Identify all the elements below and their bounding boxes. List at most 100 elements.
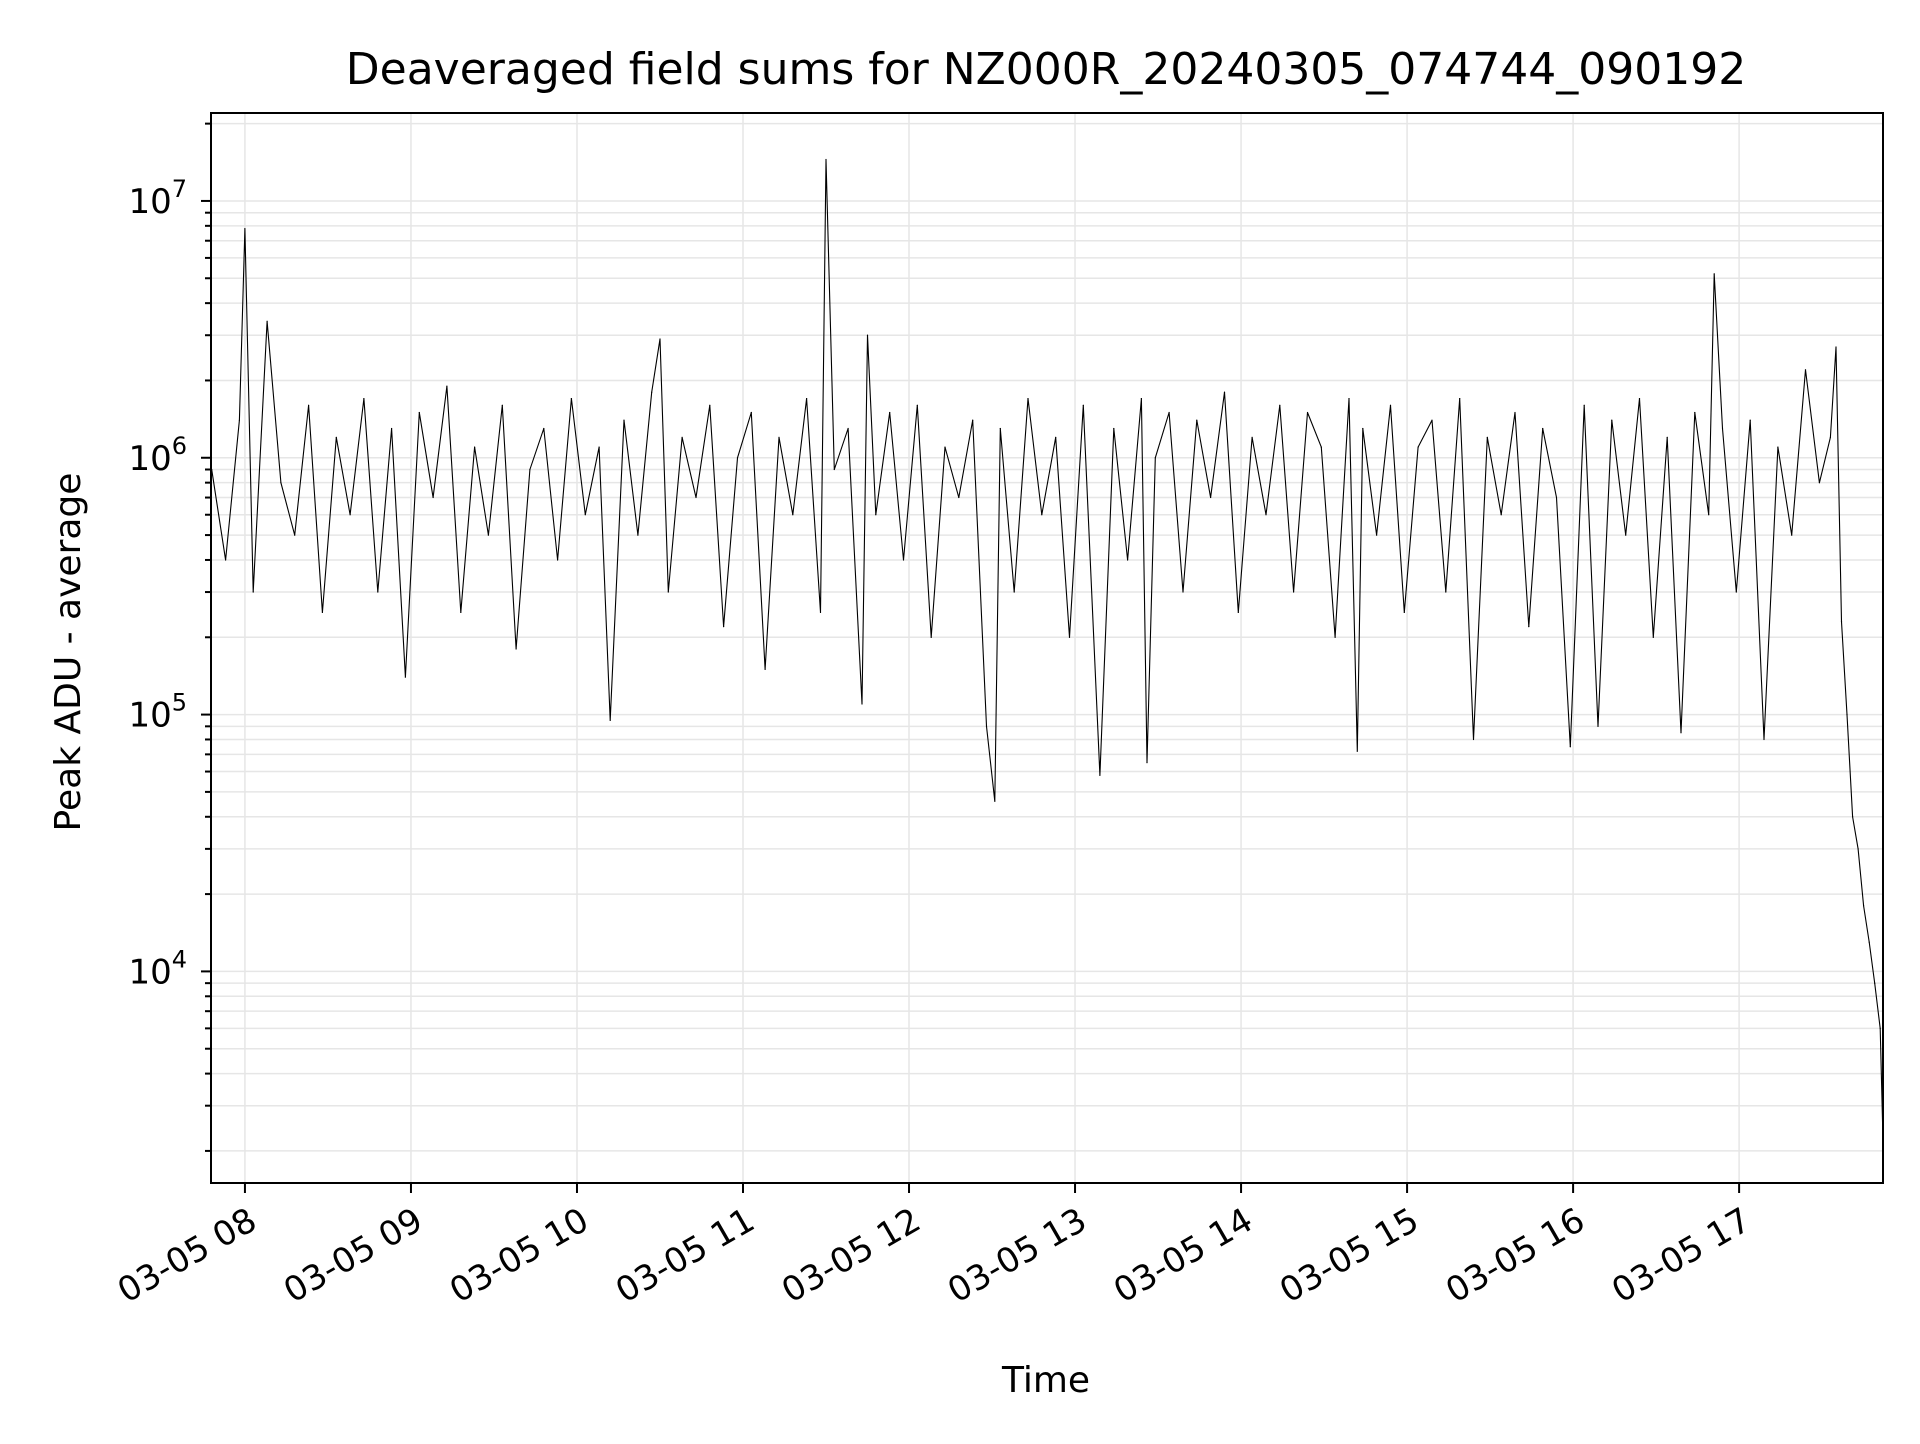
data-point	[1597, 725, 1599, 727]
data-point	[819, 611, 822, 614]
data-point	[1835, 346, 1837, 348]
data-point	[1713, 273, 1715, 275]
grid-layer	[211, 113, 1883, 1183]
data-point	[1852, 816, 1854, 818]
data-point	[1417, 446, 1419, 448]
data-point	[1237, 611, 1239, 614]
data-point	[1362, 427, 1364, 430]
data-point	[1293, 591, 1295, 593]
data-point	[1334, 636, 1336, 638]
data-point	[460, 611, 462, 614]
data-point	[1182, 591, 1184, 593]
data-point	[280, 482, 282, 484]
data-point	[584, 514, 586, 516]
data-point	[294, 534, 296, 536]
series-line	[211, 158, 1884, 1141]
data-point	[1068, 636, 1071, 638]
data-point	[902, 559, 905, 561]
data-point	[363, 398, 365, 400]
y-tick-label: 106	[128, 432, 187, 479]
data-point	[1804, 369, 1807, 371]
data-point	[543, 427, 545, 430]
y-tick-label: 107	[128, 175, 187, 222]
data-point	[944, 446, 946, 448]
data-point	[806, 398, 808, 400]
data-point	[1874, 982, 1876, 984]
data-point	[1486, 436, 1488, 438]
data-point	[1680, 732, 1682, 734]
data-point	[1652, 636, 1654, 638]
data-point	[930, 636, 932, 638]
data-point	[501, 404, 503, 406]
data-point	[308, 404, 310, 406]
data-point	[570, 398, 573, 400]
data-point	[1127, 559, 1129, 561]
data-point	[225, 559, 227, 561]
data-point	[377, 591, 379, 593]
data-point	[1569, 746, 1571, 748]
data-point	[487, 534, 489, 536]
data-point	[1140, 398, 1142, 400]
y-tick-label: 104	[128, 945, 187, 992]
data-point	[985, 725, 988, 727]
data-point	[1763, 738, 1765, 741]
data-point	[1749, 419, 1751, 421]
data-point	[474, 446, 476, 448]
data-point	[875, 514, 877, 516]
data-point	[1542, 427, 1544, 430]
data-point	[972, 419, 974, 421]
data-point	[1251, 436, 1253, 438]
plot-frame	[210, 112, 1884, 1184]
data-point	[750, 411, 752, 414]
data-point	[432, 496, 434, 499]
data-point	[609, 719, 611, 721]
data-point	[1265, 514, 1267, 516]
data-point	[1694, 411, 1696, 414]
data-point	[833, 468, 835, 471]
data-point	[1846, 714, 1848, 716]
data-point	[1879, 1027, 1881, 1029]
data-point	[1099, 774, 1101, 776]
data-point	[1196, 419, 1198, 421]
data-point	[1472, 738, 1475, 741]
data-point	[637, 534, 639, 536]
data-point	[778, 436, 780, 438]
data-point	[667, 591, 669, 593]
data-point	[252, 591, 254, 593]
data-point	[391, 427, 393, 430]
data-point	[1777, 446, 1779, 448]
data-point	[335, 436, 337, 438]
data-point	[1555, 496, 1558, 499]
data-point	[446, 385, 448, 387]
data-point	[866, 334, 869, 336]
y-tick-label: 105	[128, 689, 187, 736]
data-point	[958, 496, 960, 499]
data-point	[1459, 398, 1461, 400]
data-point	[1055, 436, 1057, 438]
data-point	[1223, 391, 1226, 393]
data-point	[598, 446, 600, 448]
data-point	[1829, 436, 1831, 438]
data-point	[1611, 419, 1613, 421]
data-point	[825, 158, 827, 161]
data-point	[1721, 427, 1724, 430]
data-point	[623, 419, 625, 421]
data-point	[1863, 905, 1865, 907]
data-point	[557, 559, 559, 561]
data-point	[404, 676, 406, 678]
data-point	[1840, 621, 1843, 623]
data-point	[1735, 591, 1737, 593]
chart-title: Deaveraged field sums for NZ000R_2024030…	[346, 44, 1746, 95]
data-point	[1082, 404, 1084, 406]
data-point	[1500, 514, 1502, 516]
tick-layer	[201, 122, 1741, 1193]
data-point	[1514, 411, 1516, 414]
data-point	[1279, 404, 1281, 406]
data-point	[321, 611, 323, 614]
data-point	[1320, 446, 1322, 448]
data-point	[1041, 514, 1043, 516]
data-point	[1791, 534, 1793, 536]
data-point	[792, 514, 794, 516]
